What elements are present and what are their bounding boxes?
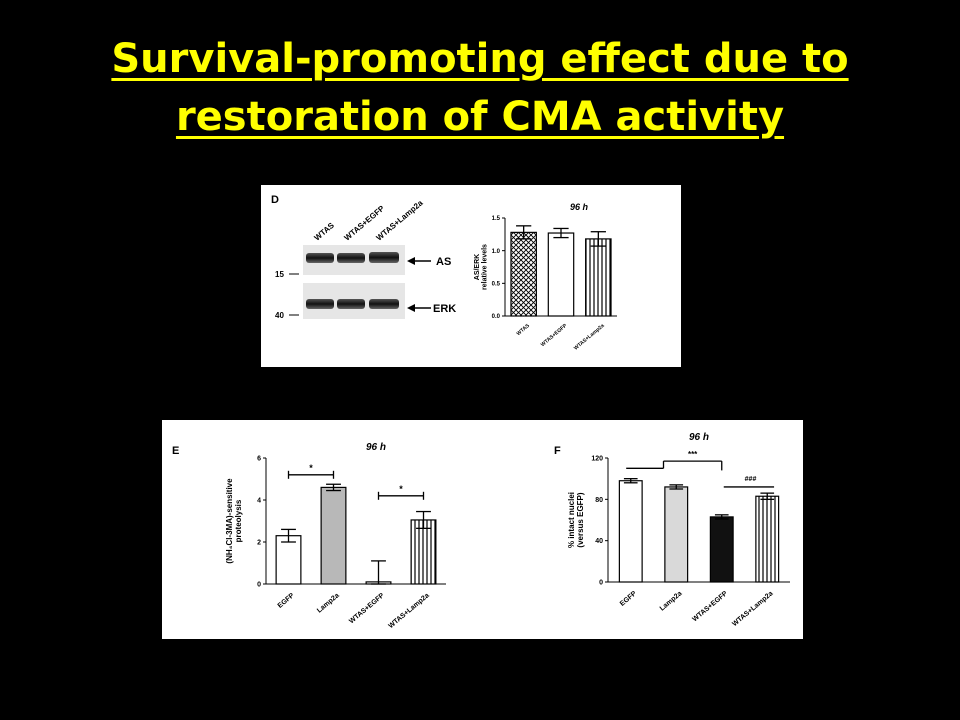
- panel-d-letter: D: [271, 194, 279, 206]
- chart-f-y-tick-label: 0: [599, 579, 603, 586]
- chart-e-significance-label: *: [399, 484, 403, 494]
- chart-d-y-label: AS/ERKrelative levels: [474, 244, 489, 290]
- slide-title-line-1: Survival-promoting effect due to: [111, 36, 849, 82]
- chart-d-category-label: WTAS+Lamp2a: [573, 323, 606, 352]
- blot-marker-label: 40: [275, 311, 284, 320]
- chart-e-bar: [275, 535, 302, 585]
- blot-lane-label: WTAS+Lamp2a: [375, 198, 426, 242]
- chart-f: 0 40 80 120 96 h % intact nuclei(versus EGFP)…: [567, 432, 790, 628]
- chart-d-title: 96 h: [570, 202, 589, 212]
- blot-band-erk-wtas-egfp: [337, 299, 365, 309]
- chart-f-category-label: EGFP: [619, 590, 638, 608]
- blot-arrow-erk-head: [407, 304, 415, 312]
- blot-band-label: ERK: [433, 303, 456, 315]
- slide-title: Survival-promoting effect due to restora…: [0, 30, 960, 146]
- blot-lane-label: WTAS: [313, 220, 337, 242]
- blot-band-erk-wtas-lamp2a: [369, 299, 399, 309]
- chart-f-bar: [618, 480, 643, 583]
- chart-f-bar: [664, 486, 689, 583]
- chart-f-significance-label: ###: [745, 476, 757, 483]
- blot-marker-label: 15: [275, 270, 284, 279]
- chart-d-y-tick-label: 1.0: [492, 249, 501, 255]
- chart-f-bar: [709, 516, 734, 583]
- chart-f-y-label: % intact nuclei(versus EGFP): [567, 492, 585, 548]
- chart-e-category-label: WTAS+EGFP: [348, 592, 386, 625]
- panel-ef-figure: E F 0 2 4 6 96 h (NH₄Cl-3MA)-sensitiveproteol…: [172, 432, 790, 630]
- blot-band-as-wtas: [306, 253, 334, 263]
- chart-e-y-tick-label: 0: [257, 581, 261, 588]
- chart-d-category-label: WTAS: [516, 323, 532, 338]
- chart-e-bar: [410, 519, 437, 585]
- chart-e-y-tick-label: 6: [257, 455, 261, 462]
- blot-band-as-wtas-egfp: [337, 253, 365, 263]
- figure-panel-d: D WTAS WTAS+EGFP WTAS+Lamp2a 15 40 AS ER…: [261, 185, 681, 367]
- chart-f-bar: [755, 495, 780, 583]
- chart-e-significance-label: *: [309, 463, 313, 473]
- chart-d-category-label: WTAS+EGFP: [540, 323, 569, 349]
- chart-f-y-tick-label: 80: [595, 497, 603, 504]
- figure-panel-ef: E F 0 2 4 6 96 h (NH₄Cl-3MA)-sensitiveproteol…: [162, 420, 803, 639]
- chart-e-bar: [320, 486, 347, 585]
- chart-d-y-tick-label: 0.0: [492, 314, 501, 320]
- panel-e-letter: E: [172, 445, 179, 457]
- chart-e-y-tick-label: 4: [257, 497, 261, 504]
- chart-d: 0.0 0.5 1.0 1.5 96 h AS/ERKrelative levels WTA…: [474, 202, 617, 352]
- chart-f-category-label: Lamp2a: [659, 590, 684, 612]
- blot-band-as-wtas-lamp2a: [369, 252, 399, 263]
- chart-d-y-tick-label: 1.5: [492, 216, 501, 222]
- chart-d-bar: [510, 231, 537, 317]
- chart-f-title: 96 h: [689, 432, 709, 443]
- chart-e-y-label: (NH₄Cl-3MA)-sensitiveproteolysis: [225, 478, 243, 564]
- chart-e-category-label: Lamp2a: [316, 592, 341, 614]
- western-blot: WTAS WTAS+EGFP WTAS+Lamp2a 15 40 AS ERK: [275, 198, 456, 320]
- blot-band-label: AS: [436, 256, 451, 268]
- chart-d-bar: [547, 232, 575, 317]
- blot-band-erk-wtas: [306, 299, 334, 309]
- chart-e-category-label: EGFP: [277, 592, 296, 610]
- chart-e: 0 2 4 6 96 h (NH₄Cl-3MA)-sensitiveproteolysis…: [225, 442, 446, 630]
- chart-e-title: 96 h: [366, 442, 386, 453]
- panel-d-figure: D WTAS WTAS+EGFP WTAS+Lamp2a 15 40 AS ER…: [271, 194, 617, 352]
- chart-d-y-tick-label: 0.5: [492, 281, 501, 287]
- blot-arrow-as-head: [407, 257, 415, 265]
- chart-f-y-tick-label: 120: [591, 455, 603, 462]
- panel-f-letter: F: [554, 445, 561, 457]
- chart-d-bar: [585, 238, 612, 317]
- chart-f-y-tick-label: 40: [595, 538, 603, 545]
- chart-f-category-label: WTAS+EGFP: [691, 590, 729, 623]
- chart-e-y-tick-label: 2: [257, 539, 261, 546]
- slide-title-line-2: restoration of CMA activity: [175, 94, 785, 140]
- chart-f-category-label: WTAS+Lamp2a: [731, 590, 774, 628]
- chart-e-category-label: WTAS+Lamp2a: [387, 592, 430, 630]
- chart-f-significance-label: ***: [688, 450, 698, 459]
